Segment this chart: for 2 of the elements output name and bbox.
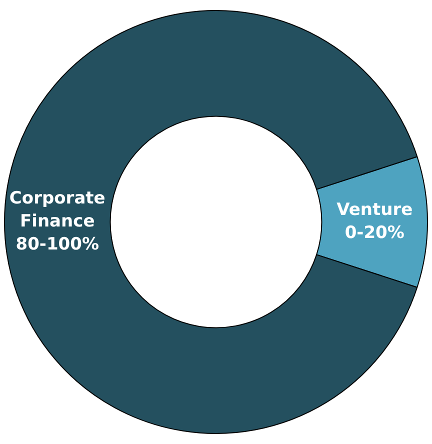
- slice-label: Corporate Finance 80-100%: [9, 188, 106, 254]
- slice-label: Venture 0-20%: [336, 200, 413, 243]
